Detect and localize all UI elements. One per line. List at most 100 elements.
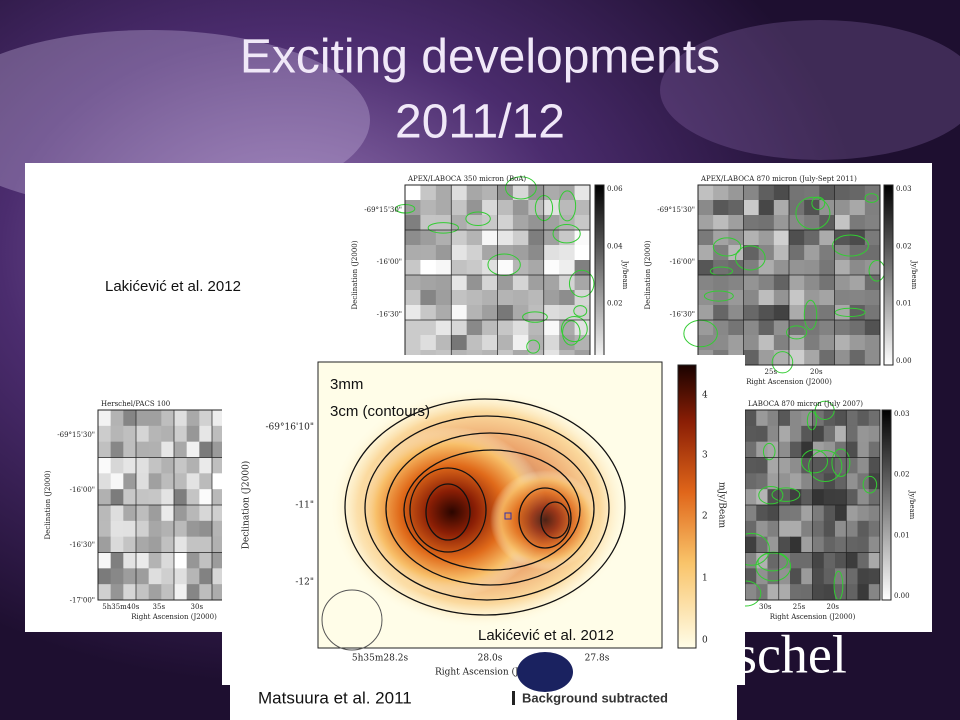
map-cell	[773, 230, 790, 246]
contour	[762, 442, 776, 461]
map-cell	[435, 230, 452, 246]
map-cell	[98, 568, 112, 585]
map-cell	[789, 230, 805, 246]
map-cell	[98, 489, 112, 506]
tick-label: 35s	[153, 603, 166, 611]
contour	[526, 339, 541, 354]
map-cell	[482, 290, 498, 306]
map-cell	[801, 520, 813, 538]
map-cell	[98, 536, 112, 553]
axis-label: Declination (J2000)	[44, 470, 52, 539]
map-cell	[148, 536, 162, 553]
map-cell	[823, 505, 836, 522]
map-title: Herschel/PACS 100	[101, 400, 170, 408]
map-cell	[756, 425, 768, 443]
map-cell	[713, 230, 729, 246]
contour	[758, 485, 784, 505]
tick-label: 2	[702, 512, 708, 522]
map-cell	[405, 305, 421, 321]
map-cell	[512, 275, 529, 291]
map-cell	[812, 536, 825, 553]
map-cell	[110, 489, 124, 506]
map-cell	[98, 505, 112, 522]
tick-label: 0.02	[607, 300, 623, 308]
map-cell	[136, 568, 150, 585]
tick-label: -16'30"	[377, 310, 402, 318]
map-cell	[199, 568, 213, 585]
map-cell	[123, 552, 137, 569]
nebula-glow	[660, 20, 960, 160]
map-cell	[857, 584, 870, 601]
map-cell	[466, 215, 483, 231]
contour	[862, 475, 878, 494]
map-cell	[161, 505, 175, 522]
map-cell	[559, 260, 576, 276]
tick-label: 0.00	[894, 592, 910, 600]
map-cell	[857, 568, 870, 585]
map-cell	[728, 335, 744, 351]
map-cell	[435, 335, 452, 351]
map-cell	[148, 473, 162, 490]
map-cell	[123, 505, 137, 522]
map-cell	[543, 260, 560, 276]
contour	[558, 190, 577, 222]
icon	[512, 691, 515, 705]
map-cell	[528, 215, 545, 231]
map-cell	[98, 473, 112, 490]
map-cell	[835, 552, 847, 569]
map-cell	[778, 410, 791, 427]
map-cell	[812, 505, 825, 522]
map-cell	[713, 260, 729, 276]
map-cell	[451, 215, 468, 231]
contour	[560, 315, 588, 343]
map-cell	[212, 536, 226, 553]
axis-label: Right Ascension (J2000)	[746, 378, 832, 386]
map-cell	[698, 245, 714, 261]
map-cell	[835, 520, 847, 538]
map-cell	[186, 473, 200, 490]
map-cell	[482, 215, 498, 231]
tick-label: -69°15'30"	[364, 206, 402, 214]
map-cell	[823, 568, 836, 585]
map-cell	[543, 245, 560, 261]
map-cell	[834, 200, 851, 216]
map-cell	[804, 200, 820, 216]
map-cell	[868, 489, 881, 506]
map-cell	[758, 245, 775, 261]
map-cell	[778, 441, 791, 458]
map-cell	[528, 320, 545, 336]
map-cell	[834, 215, 851, 231]
map-cell	[161, 536, 175, 553]
map-cell	[773, 320, 790, 336]
map-cell	[420, 185, 437, 201]
map-cell	[543, 290, 560, 306]
map-cell	[110, 568, 124, 585]
map-cell	[834, 230, 851, 246]
map-cell	[574, 275, 591, 291]
map-cell	[868, 552, 881, 569]
map-cell	[868, 505, 881, 522]
tick-label: 5h35m40s	[102, 603, 139, 611]
marker	[504, 512, 512, 520]
map-cell	[773, 245, 790, 261]
map-cell	[767, 410, 780, 427]
tick-label: 0.02	[896, 242, 912, 250]
map-cell	[756, 473, 768, 490]
map-cell	[698, 260, 714, 276]
map-cell	[864, 275, 881, 291]
contour	[811, 196, 826, 211]
map-cell	[835, 489, 847, 506]
map-cell	[857, 457, 870, 474]
map-cell	[812, 552, 825, 569]
contour	[703, 290, 734, 302]
map-cell	[834, 275, 851, 291]
tick-label: 3	[702, 451, 708, 461]
contour	[568, 269, 595, 298]
map-cell	[110, 410, 124, 427]
map-cell	[804, 275, 820, 291]
map-cell	[148, 489, 162, 506]
map-cell	[804, 185, 820, 201]
map-title: APEX/LABOCA 350 micron (BoA)	[407, 175, 526, 183]
axis-label: Declination (J2000)	[241, 461, 252, 550]
map-cell	[778, 536, 791, 553]
